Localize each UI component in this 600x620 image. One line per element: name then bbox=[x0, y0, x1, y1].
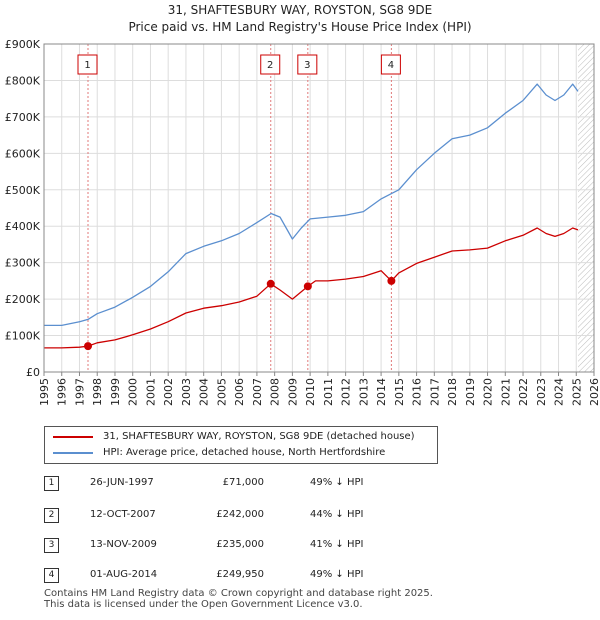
x-tick-label: 2013 bbox=[357, 378, 370, 406]
sale-hpi-diff: 49% ↓ HPI bbox=[310, 477, 364, 488]
x-tick-label: 2000 bbox=[127, 378, 140, 406]
x-tick-label: 2021 bbox=[499, 378, 512, 406]
sale-label-number: 4 bbox=[388, 60, 394, 71]
sale-price: £242,000 bbox=[216, 509, 264, 520]
x-tick-label: 2008 bbox=[269, 378, 282, 406]
x-tick-label: 1995 bbox=[38, 378, 51, 406]
price-chart: 1 2 3 4 £0 £100K £200K £300K £400K £500K £600K £70… bbox=[5, 38, 600, 406]
x-tick-label: 2025 bbox=[570, 378, 583, 406]
x-tick-label: 2005 bbox=[215, 378, 228, 406]
x-tick-label: 2003 bbox=[180, 378, 193, 406]
x-tick-label: 2002 bbox=[162, 378, 175, 406]
sale-price: £235,000 bbox=[216, 539, 264, 550]
table-row: 4 01-AUG-2014 £249,950 49% ↓ HPI bbox=[44, 566, 424, 584]
sale-number-badge: 1 bbox=[44, 476, 59, 491]
legend-swatch-red bbox=[53, 436, 93, 438]
sale-point-layer bbox=[84, 276, 396, 351]
x-tick-label: 2016 bbox=[411, 378, 424, 406]
x-tick-label: 2012 bbox=[340, 378, 353, 406]
x-tick-label: 2009 bbox=[286, 378, 299, 406]
table-row: 3 13-NOV-2009 £235,000 41% ↓ HPI bbox=[44, 536, 424, 554]
x-tick-label: 2026 bbox=[588, 378, 600, 406]
sale-label-box bbox=[380, 54, 401, 75]
y-tick-label: £800K bbox=[5, 74, 41, 87]
x-tick-label: 2023 bbox=[535, 378, 548, 406]
legend-swatch-blue bbox=[53, 452, 93, 454]
table-row: 1 26-JUN-1997 £71,000 49% ↓ HPI bbox=[44, 474, 424, 492]
sale-label-number: 1 bbox=[84, 60, 90, 71]
legend: 31, SHAFTESBURY WAY, ROYSTON, SG8 9DE (d… bbox=[44, 426, 438, 464]
footer-copyright: Contains HM Land Registry data © Crown c… bbox=[44, 588, 433, 599]
sale-label-box bbox=[260, 54, 281, 75]
sale-number-badge: 4 bbox=[44, 568, 59, 583]
sale-date: 12-OCT-2007 bbox=[90, 509, 156, 520]
plot-frame bbox=[43, 43, 595, 373]
x-tick-label: 2007 bbox=[251, 378, 264, 406]
x-tick-label: 2010 bbox=[304, 378, 317, 406]
y-tick-label: £600K bbox=[5, 147, 41, 160]
sale-hpi-diff: 44% ↓ HPI bbox=[310, 509, 364, 520]
sale-hpi-diff: 49% ↓ HPI bbox=[310, 569, 364, 580]
x-tick-label: 2006 bbox=[233, 378, 246, 406]
x-tick-label: 2001 bbox=[144, 378, 157, 406]
footer-attribution: Contains HM Land Registry data © Crown c… bbox=[44, 588, 433, 610]
sale-label-box bbox=[77, 54, 98, 75]
x-tick-label: 2022 bbox=[517, 378, 530, 406]
title-line-subtitle: Price paid vs. HM Land Registry's House … bbox=[128, 20, 472, 34]
x-tick-label: 1998 bbox=[91, 378, 104, 406]
future-hatch-region bbox=[578, 44, 594, 372]
x-tick-label: 2018 bbox=[446, 378, 459, 406]
sale-label-layer: 1 2 3 4 bbox=[77, 54, 401, 75]
x-tick-label: 1996 bbox=[56, 378, 69, 406]
grid-layer bbox=[43, 43, 595, 376]
sale-point bbox=[387, 276, 396, 285]
x-tick-label: 2014 bbox=[375, 378, 388, 406]
sale-number-badge: 2 bbox=[44, 508, 59, 523]
x-tick-label: 2004 bbox=[198, 378, 211, 406]
sale-hpi-diff: 41% ↓ HPI bbox=[310, 539, 364, 550]
legend-label-hpi: HPI: Average price, detached house, Nort… bbox=[103, 447, 386, 458]
legend-label-property: 31, SHAFTESBURY WAY, ROYSTON, SG8 9DE (d… bbox=[103, 431, 415, 442]
chart-title: 31, SHAFTESBURY WAY, ROYSTON, SG8 9DE Pr… bbox=[0, 2, 600, 36]
sale-label-number: 3 bbox=[304, 60, 310, 71]
sale-point bbox=[84, 342, 92, 351]
y-tick-label: £700K bbox=[5, 111, 41, 124]
y-tick-label: £500K bbox=[5, 184, 41, 197]
sale-date: 26-JUN-1997 bbox=[90, 477, 154, 488]
y-tick-label: £300K bbox=[5, 257, 41, 270]
footer-licence: This data is licensed under the Open Gov… bbox=[44, 599, 363, 610]
sale-date: 13-NOV-2009 bbox=[90, 539, 157, 550]
sale-point bbox=[266, 279, 275, 288]
x-tick-label: 2017 bbox=[428, 378, 441, 406]
y-tick-label: £200K bbox=[5, 293, 41, 306]
series-layer bbox=[44, 83, 579, 349]
y-tick-label: £400K bbox=[5, 220, 41, 233]
x-tick-label: 1997 bbox=[73, 378, 86, 406]
x-tick-label: 2024 bbox=[553, 378, 566, 406]
x-tick-layer: 1995 1996 1997 1998 1999 2000 2001 2002 2003 2004… bbox=[38, 378, 600, 406]
sale-point bbox=[303, 282, 312, 291]
property-series-line bbox=[44, 227, 579, 349]
y-tick-layer: £0 £100K £200K £300K £400K £500K £600K £700K £80… bbox=[5, 38, 41, 379]
sale-price: £249,950 bbox=[216, 569, 264, 580]
sale-price: £71,000 bbox=[222, 477, 264, 488]
x-tick-label: 2019 bbox=[464, 378, 477, 406]
sale-label-number: 2 bbox=[267, 60, 273, 71]
y-tick-label: £100K bbox=[5, 330, 41, 343]
title-line-address: 31, SHAFTESBURY WAY, ROYSTON, SG8 9DE bbox=[167, 3, 433, 17]
x-tick-label: 1999 bbox=[109, 378, 122, 406]
y-tick-label: £900K bbox=[5, 38, 41, 51]
sale-number-badge: 3 bbox=[44, 538, 59, 553]
sale-label-box bbox=[297, 54, 318, 75]
x-tick-label: 2020 bbox=[482, 378, 495, 406]
table-row: 2 12-OCT-2007 £242,000 44% ↓ HPI bbox=[44, 506, 424, 524]
sale-vline-layer bbox=[87, 44, 392, 372]
hpi-series-line bbox=[44, 83, 579, 327]
x-tick-label: 2011 bbox=[322, 378, 335, 406]
future-shade-layer bbox=[578, 44, 594, 372]
sale-date: 01-AUG-2014 bbox=[90, 569, 158, 580]
y-tick-label: £0 bbox=[26, 366, 40, 379]
x-tick-label: 2015 bbox=[393, 378, 406, 406]
